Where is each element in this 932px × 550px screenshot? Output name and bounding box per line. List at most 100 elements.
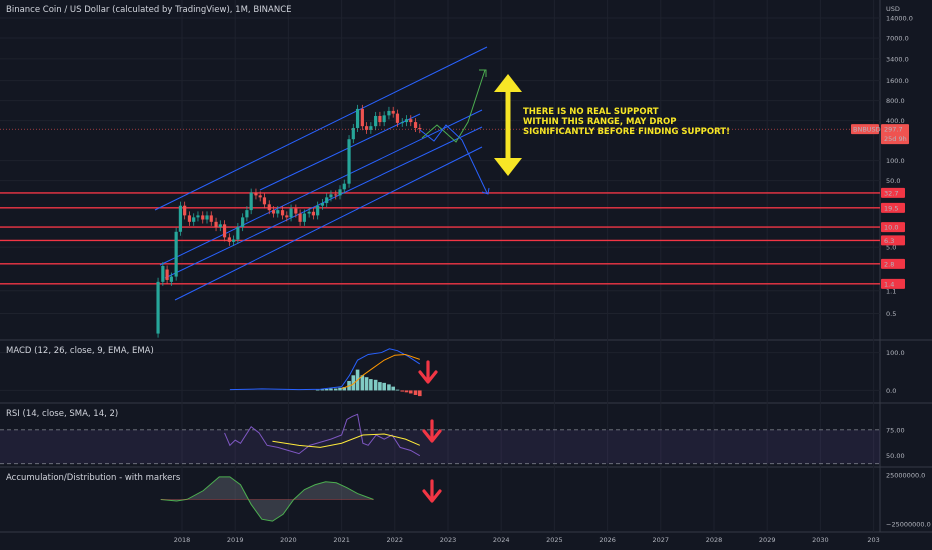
candle — [316, 205, 320, 216]
candle — [285, 215, 289, 218]
candle — [178, 205, 183, 232]
y-tick-label: 14000.0 — [886, 15, 913, 23]
candle — [338, 189, 342, 196]
macd-histogram-bar — [408, 390, 413, 394]
support-label: 6.3 — [884, 237, 894, 245]
channel-line — [164, 126, 483, 279]
candle — [294, 208, 298, 214]
y-tick-label: 3400.0 — [886, 55, 909, 63]
candle — [196, 215, 200, 218]
candle — [289, 208, 293, 218]
candle — [236, 227, 240, 240]
x-tick-label: 2029 — [759, 536, 776, 544]
y-tick-label: 7000.0 — [886, 35, 909, 43]
x-tick-label: 2020 — [280, 536, 297, 544]
macd-histogram-bar — [329, 388, 333, 391]
symbol-badge — [851, 124, 879, 135]
macd-histogram-bar — [315, 389, 320, 391]
macd-pane-label: MACD (12, 26, close, 9, EMA, EMA) — [6, 346, 154, 356]
x-tick-label: 2022 — [387, 536, 404, 544]
support-label: 19.5 — [884, 204, 898, 212]
candle — [262, 197, 267, 205]
projection-down-path — [419, 124, 488, 194]
macd-histogram-bar — [387, 384, 391, 391]
countdown-label: 25d 9h — [884, 135, 907, 143]
x-tick-label: 2030 — [812, 536, 829, 544]
macd-histogram-bar — [324, 388, 329, 391]
support-label: 2.8 — [884, 260, 894, 268]
candle — [391, 110, 395, 114]
candle — [307, 211, 311, 214]
ad-area — [160, 476, 374, 522]
macd-histogram-bar — [342, 387, 347, 391]
candle — [227, 237, 231, 242]
candle — [382, 115, 386, 123]
x-tick-label: 2024 — [493, 536, 510, 544]
x-tick-label: 2019 — [227, 536, 244, 544]
candle — [409, 119, 413, 123]
channel-line — [259, 113, 421, 191]
candle — [267, 204, 271, 211]
macd-histogram-bar — [369, 379, 373, 391]
support-badge — [881, 278, 905, 289]
candle — [400, 122, 404, 124]
macd-y-tick-label: 100.0 — [886, 349, 905, 357]
candle — [201, 215, 205, 220]
y-tick-label: 5.0 — [886, 244, 896, 252]
candle — [258, 195, 262, 198]
symbol-label: BNBUSD — [853, 126, 881, 134]
macd-histogram-bar — [413, 390, 418, 395]
range-arrow-head-down — [494, 158, 522, 176]
candle — [298, 213, 302, 222]
y-tick-label: 1.1 — [886, 287, 896, 295]
rsi-ma-line — [272, 433, 421, 448]
macd-histogram-bar — [338, 387, 342, 391]
candle — [241, 217, 245, 228]
macd-histogram-bar — [418, 390, 422, 397]
signal-line — [341, 353, 420, 390]
candle — [342, 183, 346, 190]
candle — [192, 217, 196, 222]
channel-line — [159, 109, 483, 266]
price-label: 297.7 — [884, 126, 903, 134]
candle — [280, 210, 285, 216]
macd-y-tick-label: 0.0 — [886, 387, 896, 395]
support-label: 1.4 — [884, 280, 894, 288]
candle — [276, 210, 280, 214]
candle — [351, 127, 355, 140]
macd-histogram-bar — [382, 382, 386, 391]
candle — [404, 119, 409, 123]
support-label: 32.7 — [884, 189, 898, 197]
x-tick-label: 2018 — [174, 536, 191, 544]
candle — [271, 210, 276, 214]
candle — [334, 194, 338, 196]
support-badge — [881, 187, 905, 198]
candle — [395, 113, 400, 123]
candle — [174, 231, 178, 277]
candle — [320, 203, 325, 206]
y-tick-label: 50.0 — [886, 177, 900, 185]
y-tick-label: 1600.0 — [886, 77, 909, 85]
support-badge — [881, 222, 905, 233]
rsi-pane-label: RSI (14, close, SMA, 14, 2) — [6, 409, 119, 419]
currency-label: USD — [886, 5, 900, 13]
support-badge — [881, 258, 905, 269]
candle — [365, 126, 369, 130]
projection-up-arrowhead — [479, 69, 487, 77]
macd-histogram-bar — [351, 375, 356, 391]
rsi-down-arrow-head — [422, 429, 442, 443]
support-label: 10.0 — [884, 224, 898, 232]
x-tick-label: 2026 — [599, 536, 616, 544]
candle — [325, 197, 329, 204]
y-tick-label: 100.0 — [886, 157, 905, 165]
y-tick-label: 400.0 — [886, 117, 905, 125]
candle — [378, 115, 382, 123]
macd-histogram-bar — [373, 379, 378, 391]
candle — [222, 224, 227, 238]
x-tick-label: 2027 — [653, 536, 670, 544]
candle — [245, 210, 249, 218]
support-badge — [881, 202, 905, 213]
candle — [369, 126, 373, 130]
candle — [165, 269, 169, 280]
